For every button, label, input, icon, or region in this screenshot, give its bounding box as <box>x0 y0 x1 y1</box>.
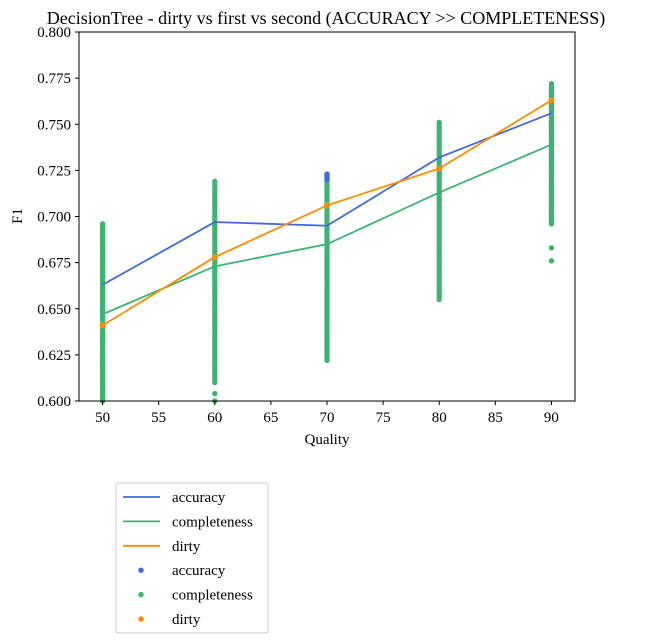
x-tick-label: 50 <box>95 410 110 426</box>
scatter-point-completeness <box>212 390 218 397</box>
x-tick-label: 65 <box>263 410 278 426</box>
legend-label: accuracy <box>172 563 226 579</box>
line-accuracy <box>102 112 552 286</box>
y-tick-label: 0.775 <box>37 71 71 87</box>
y-axis-label: F1 <box>10 208 26 224</box>
scatter-point-completeness <box>548 80 555 87</box>
legend-label: dirty <box>172 612 201 628</box>
scatter-point-accuracy <box>324 176 330 183</box>
scatter-point-completeness <box>436 119 442 126</box>
chart-title: DecisionTree - dirty vs first vs second … <box>47 8 605 29</box>
y-tick-label: 0.800 <box>37 25 71 41</box>
x-tick-label: 70 <box>320 410 335 426</box>
y-tick-label: 0.650 <box>37 302 71 318</box>
legend-label: completeness <box>172 514 253 530</box>
x-tick-label: 75 <box>376 410 391 426</box>
legend-label: dirty <box>172 539 201 555</box>
scatter-point-completeness <box>212 178 218 185</box>
legend-marker-dirty <box>138 616 144 622</box>
legend-label: completeness <box>172 588 253 604</box>
x-axis: 50 55 60 65 70 75 80 85 90 <box>95 401 559 426</box>
legend-label: accuracy <box>172 490 226 506</box>
legend-marker-completeness <box>138 591 144 598</box>
x-tick-label: 55 <box>151 410 166 426</box>
y-tick-label: 0.625 <box>37 348 71 364</box>
x-tick-label: 85 <box>488 410 503 426</box>
scatter-point-dirty <box>211 254 218 261</box>
scatter-point-completeness <box>548 245 555 251</box>
y-tick-label: 0.750 <box>37 117 71 133</box>
scatter-point-dirty <box>436 165 443 172</box>
y-tick-label: 0.725 <box>37 163 71 179</box>
y-tick-label: 0.675 <box>37 256 71 272</box>
y-axis: 0.600 0.625 0.650 0.675 0.700 0.725 0.750 0.775… <box>37 25 79 410</box>
y-tick-label: 0.700 <box>37 210 71 226</box>
scatter-point-dirty <box>99 322 106 329</box>
x-tick-label: 80 <box>432 410 447 426</box>
legend: accuracy completeness dirty accuracy complet… <box>115 482 269 634</box>
scatter-point-completeness <box>99 221 106 227</box>
x-tick-label: 60 <box>207 410 222 426</box>
x-tick-label: 90 <box>544 410 559 426</box>
line-completeness <box>102 143 552 316</box>
legend-marker-accuracy <box>138 567 144 573</box>
plot-area <box>99 80 555 404</box>
x-axis-label: Quality <box>305 432 350 448</box>
scatter-point-dirty <box>324 202 330 209</box>
y-tick-label: 0.600 <box>37 394 71 410</box>
scatter-point-completeness <box>548 258 555 264</box>
scatter-point-dirty <box>548 97 555 104</box>
